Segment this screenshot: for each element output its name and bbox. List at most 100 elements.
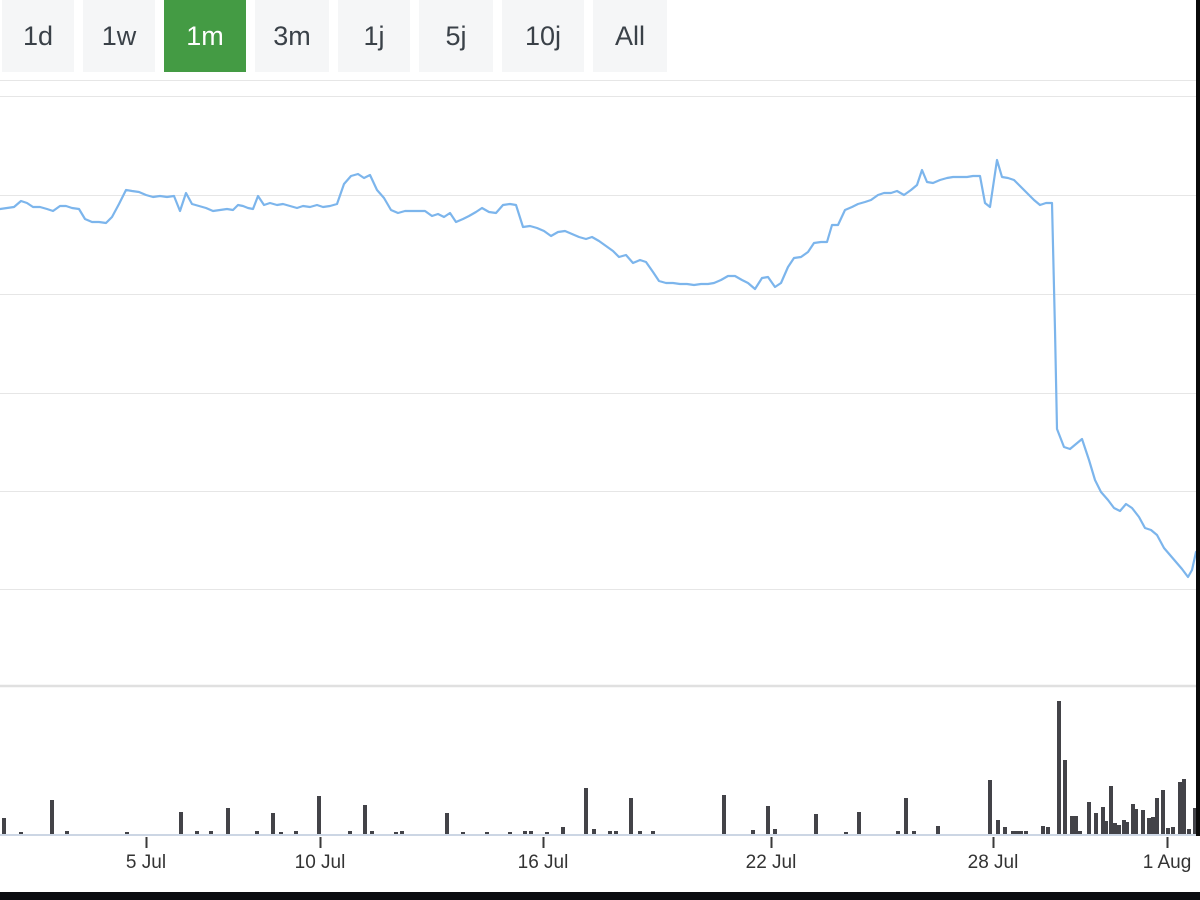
- volume-bar: [988, 780, 992, 835]
- volume-bar: [125, 832, 129, 835]
- volume-bar: [400, 831, 404, 835]
- volume-bar: [370, 831, 374, 835]
- volume-bar: [1155, 798, 1159, 835]
- right-border: [1196, 0, 1200, 836]
- volume-bar: [614, 831, 618, 835]
- volume-bar: [445, 813, 449, 835]
- volume-bar: [1046, 827, 1050, 835]
- volume-bar: [996, 820, 1000, 835]
- volume-bar: [1019, 831, 1023, 835]
- range-button-1d[interactable]: 1d: [2, 0, 74, 72]
- volume-bar: [1104, 821, 1108, 835]
- volume-bar: [844, 832, 848, 835]
- volume-bar: [317, 796, 321, 835]
- volume-bar: [766, 806, 770, 835]
- volume-bar: [1070, 816, 1074, 835]
- volume-bar: [363, 805, 367, 835]
- volume-bar: [348, 831, 352, 835]
- volume-bar: [1187, 829, 1191, 835]
- volume-bar: [1101, 807, 1105, 835]
- volume-bar: [19, 832, 23, 835]
- volume-bar: [1015, 831, 1019, 835]
- x-tick-label: 16 Jul: [518, 852, 569, 873]
- range-button-1w[interactable]: 1w: [83, 0, 155, 72]
- x-tick-label: 5 Jul: [126, 852, 166, 873]
- volume-bar: [461, 832, 465, 835]
- volume-bar: [561, 827, 565, 835]
- volume-bar: [529, 831, 533, 835]
- range-selector: 1d 1w 1m 3m 1j 5j 10j All: [0, 0, 667, 72]
- volume-bar: [1166, 828, 1170, 835]
- range-button-1j[interactable]: 1j: [338, 0, 410, 72]
- volume-bar: [279, 832, 283, 835]
- volume-bar: [1122, 820, 1126, 835]
- volume-bar: [1151, 817, 1155, 835]
- volume-bar: [936, 826, 940, 835]
- volume-bar: [226, 808, 230, 835]
- volume-bar: [1063, 760, 1067, 835]
- volume-bar: [608, 831, 612, 835]
- volume-bar: [179, 812, 183, 835]
- volume-bar: [209, 831, 213, 835]
- volume-bar: [508, 832, 512, 835]
- volume-bar: [1117, 825, 1121, 835]
- volume-bar: [1041, 826, 1045, 835]
- volume-bar: [1078, 831, 1082, 835]
- volume-bar: [1113, 823, 1117, 835]
- volume-bar: [814, 814, 818, 835]
- volume-bar: [545, 832, 549, 835]
- x-tick-label: 1 Aug: [1143, 852, 1192, 873]
- volume-bar: [394, 832, 398, 835]
- volume-bar: [1003, 827, 1007, 835]
- volume-bar: [651, 831, 655, 835]
- volume-bar: [1109, 786, 1113, 835]
- volume-bar: [1171, 827, 1175, 835]
- volume-bar: [523, 831, 527, 835]
- volume-bar: [485, 832, 489, 835]
- x-tick-label: 22 Jul: [746, 852, 797, 873]
- price-line: [0, 158, 1200, 579]
- volume-bar: [1125, 822, 1129, 835]
- volume-bar: [50, 800, 54, 835]
- range-button-1m[interactable]: 1m: [164, 0, 246, 72]
- volume-bar: [722, 795, 726, 835]
- volume-bar: [1011, 831, 1015, 835]
- volume-bar: [904, 798, 908, 835]
- volume-bar: [1074, 816, 1078, 835]
- volume-bar: [638, 831, 642, 835]
- volume-bar: [2, 818, 6, 835]
- volume-bar: [912, 831, 916, 835]
- volume-bar: [1141, 810, 1145, 835]
- volume-bar: [629, 798, 633, 835]
- range-button-all[interactable]: All: [593, 0, 667, 72]
- volume-bar: [1087, 802, 1091, 835]
- volume-bar: [1161, 790, 1165, 835]
- range-button-5j[interactable]: 5j: [419, 0, 493, 72]
- volume-bar: [1134, 809, 1138, 835]
- volume-bar: [1147, 818, 1151, 835]
- navigator-bar[interactable]: [0, 892, 1200, 900]
- volume-bar: [195, 831, 199, 835]
- x-tick-label: 28 Jul: [968, 852, 1019, 873]
- x-tick-label: 10 Jul: [295, 852, 346, 873]
- volume-bar: [294, 831, 298, 835]
- volume-bar: [751, 830, 755, 835]
- volume-bar: [1024, 831, 1028, 835]
- volume-bar: [1131, 804, 1135, 835]
- volume-bar: [773, 829, 777, 835]
- volume-bar: [271, 813, 275, 835]
- volume-bar: [1057, 701, 1061, 835]
- range-button-10j[interactable]: 10j: [502, 0, 584, 72]
- volume-bar: [584, 788, 588, 835]
- volume-bar: [1178, 782, 1182, 835]
- volume-bar: [255, 831, 259, 835]
- range-button-3m[interactable]: 3m: [255, 0, 329, 72]
- volume-bar: [896, 831, 900, 835]
- volume-bar: [1094, 813, 1098, 835]
- volume-bar: [1193, 808, 1197, 835]
- volume-bar: [857, 812, 861, 835]
- volume-bar: [65, 831, 69, 835]
- volume-bar: [1182, 779, 1186, 835]
